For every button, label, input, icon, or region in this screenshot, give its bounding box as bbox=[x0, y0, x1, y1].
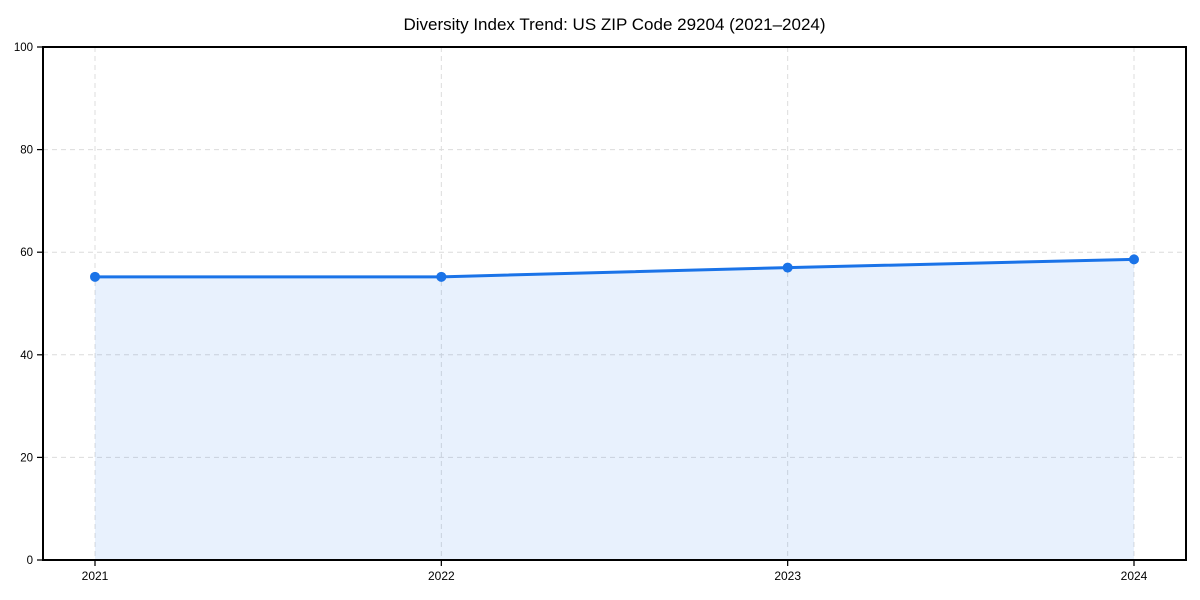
x-tick-label: 2024 bbox=[1121, 569, 1148, 583]
chart-title: Diversity Index Trend: US ZIP Code 29204… bbox=[403, 15, 825, 34]
area-fill bbox=[95, 259, 1134, 560]
y-tick-label: 80 bbox=[20, 145, 33, 157]
x-tick-label: 2021 bbox=[82, 569, 109, 583]
plot-frame bbox=[42, 46, 1187, 561]
y-tick-label: 0 bbox=[27, 555, 33, 567]
x-tick-label: 2023 bbox=[774, 569, 801, 583]
x-tick-label: 2022 bbox=[428, 569, 455, 583]
trend-line bbox=[93, 257, 1136, 279]
data-point-marker bbox=[782, 262, 793, 273]
y-tick-label: 40 bbox=[20, 350, 33, 362]
y-tick-label: 100 bbox=[14, 42, 33, 54]
data-point-marker bbox=[1129, 254, 1139, 265]
data-point-marker bbox=[436, 271, 447, 282]
y-tick-label: 60 bbox=[20, 247, 33, 259]
chart-generated: 0 20 40 60 80 100 2021 2022 2023 2024 bbox=[14, 42, 1187, 583]
y-tick-label: 20 bbox=[20, 452, 33, 464]
data-point-marker bbox=[90, 271, 100, 282]
